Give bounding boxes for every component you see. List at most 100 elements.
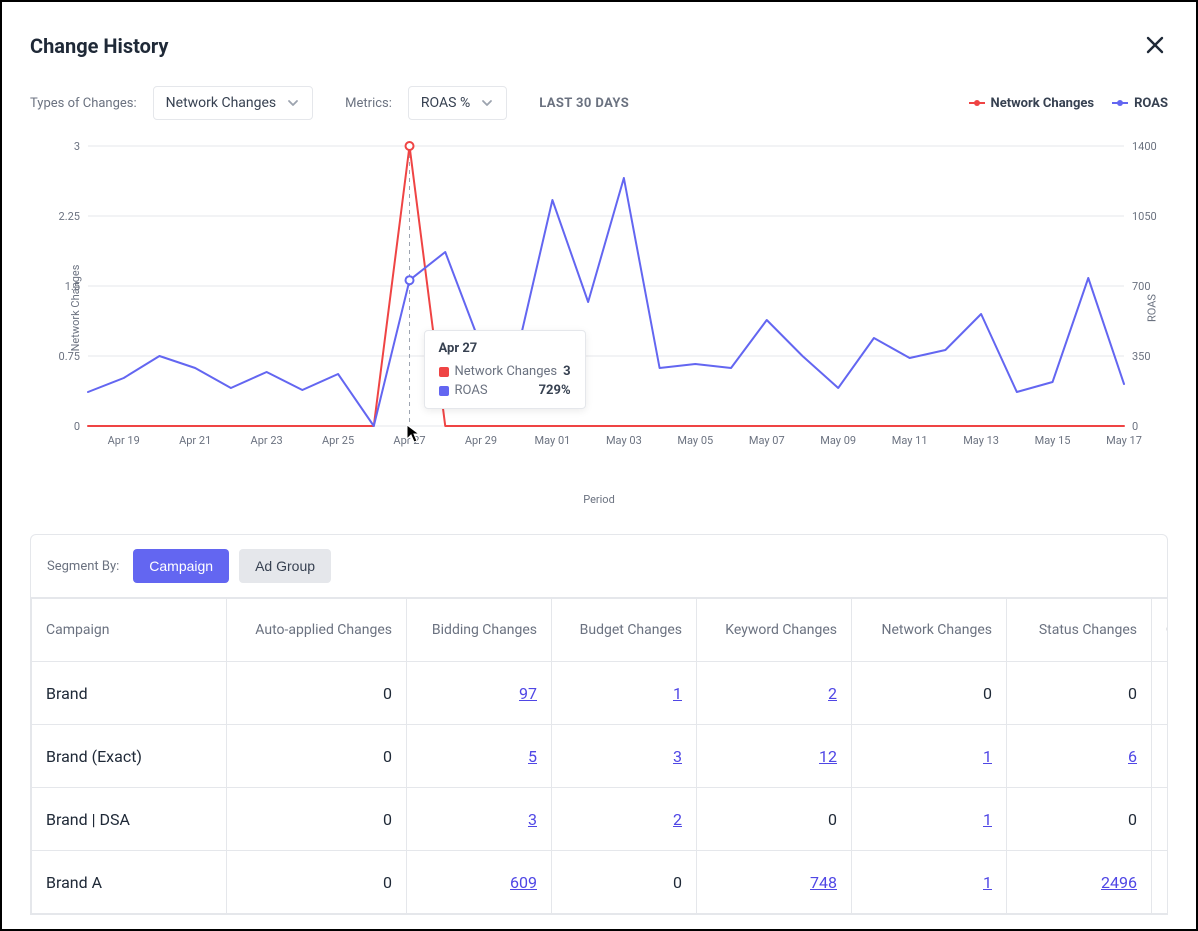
legend-item-network-changes: Network Changes	[969, 96, 1095, 111]
table-cell: 0	[227, 662, 407, 725]
column-header[interactable]: Status Changes	[1007, 599, 1152, 662]
campaign-name-cell: Brand A	[32, 851, 227, 914]
table-cell: 0	[697, 788, 852, 851]
column-header[interactable]: Bidding Changes	[407, 599, 552, 662]
table-cell[interactable]: 1	[852, 788, 1007, 851]
column-header[interactable]: Keyword Changes	[697, 599, 852, 662]
svg-text:3: 3	[74, 140, 80, 153]
table-cell[interactable]: 2	[697, 662, 852, 725]
table-cell[interactable]: 2	[552, 788, 697, 851]
cell-link[interactable]: 1	[673, 684, 682, 703]
campaign-name-cell: Brand (Exact)	[32, 725, 227, 788]
cell-link[interactable]: 2	[828, 684, 837, 703]
svg-text:0.75: 0.75	[59, 350, 80, 363]
table-cell[interactable]: 12	[697, 725, 852, 788]
segment-button-ad-group[interactable]: Ad Group	[239, 549, 331, 583]
cell-link[interactable]: 97	[519, 684, 537, 703]
chart-tooltip: Apr 27 Network Changes3 ROAS 729%	[424, 330, 586, 409]
legend-label: ROAS	[1134, 96, 1168, 111]
svg-text:2.25: 2.25	[59, 210, 80, 223]
campaign-name-cell: Brand | DSA	[32, 788, 227, 851]
svg-text:0: 0	[1132, 420, 1138, 433]
svg-text:Apr 29: Apr 29	[465, 434, 497, 447]
svg-text:May 07: May 07	[749, 434, 785, 447]
metrics-select[interactable]: ROAS %	[408, 86, 507, 120]
cell-link[interactable]: 5	[528, 747, 537, 766]
svg-text:May 01: May 01	[535, 434, 571, 447]
cell-link[interactable]: 12	[819, 747, 837, 766]
table-cell[interactable]: 1	[852, 851, 1007, 914]
tooltip-row: Network Changes3	[439, 364, 571, 379]
table-cell[interactable]: 3	[552, 725, 697, 788]
column-header[interactable]: Campaign	[32, 599, 227, 662]
cell-link[interactable]: 1	[983, 810, 992, 829]
chart-legend: Network Changes ROAS	[969, 96, 1168, 111]
chart-svg: 000.753501.57002.25105031400Apr 19Apr 21…	[30, 138, 1172, 458]
y-axis-right-label: ROAS	[1146, 294, 1159, 322]
change-history-chart[interactable]: Network Changes ROAS Period 000.753501.5…	[30, 138, 1168, 478]
segment-table-panel: Segment By: CampaignAd Group CampaignAut…	[30, 534, 1168, 915]
tooltip-date: Apr 27	[439, 341, 571, 356]
cell-link[interactable]: 6	[1128, 747, 1137, 766]
svg-text:May 09: May 09	[820, 434, 856, 447]
table-cell: 0	[852, 662, 1007, 725]
table-cell[interactable]: 3	[407, 788, 552, 851]
types-of-changes-select[interactable]: Network Changes	[153, 86, 314, 120]
table-cell[interactable]: 2496	[1007, 851, 1152, 914]
metrics-value: ROAS %	[421, 95, 470, 111]
column-header[interactable]: Oth	[1152, 599, 1169, 662]
types-of-changes-value: Network Changes	[166, 95, 277, 111]
table-cell[interactable]: 748	[697, 851, 852, 914]
tooltip-series-label: Network Changes	[455, 364, 558, 379]
table-cell[interactable]: 97	[407, 662, 552, 725]
svg-text:1050: 1050	[1132, 210, 1157, 223]
cell-link[interactable]: 3	[673, 747, 682, 766]
table-cell[interactable]: 1	[552, 662, 697, 725]
tooltip-series-label: ROAS	[455, 383, 488, 398]
cell-link[interactable]: 1	[983, 873, 992, 892]
table-cell	[1152, 851, 1169, 914]
svg-text:350: 350	[1132, 350, 1151, 363]
svg-text:May 11: May 11	[892, 434, 928, 447]
cell-link[interactable]: 2	[673, 810, 682, 829]
chevron-down-icon	[286, 96, 300, 110]
column-header[interactable]: Auto-applied Changes	[227, 599, 407, 662]
close-icon	[1146, 36, 1164, 54]
column-header[interactable]: Budget Changes	[552, 599, 697, 662]
svg-text:Apr 23: Apr 23	[251, 434, 283, 447]
changes-table: CampaignAuto-applied ChangesBidding Chan…	[31, 598, 1168, 914]
legend-label: Network Changes	[991, 96, 1095, 111]
cell-link[interactable]: 3	[528, 810, 537, 829]
table-cell[interactable]: 5	[407, 725, 552, 788]
tooltip-series-value: 729%	[539, 383, 571, 398]
svg-text:May 15: May 15	[1035, 434, 1071, 447]
types-of-changes-label: Types of Changes:	[30, 96, 137, 111]
table-cell[interactable]: 609	[407, 851, 552, 914]
svg-text:Apr 19: Apr 19	[108, 434, 140, 447]
close-button[interactable]	[1142, 30, 1168, 62]
page-title: Change History	[30, 34, 168, 58]
cell-link[interactable]: 1	[983, 747, 992, 766]
cell-link[interactable]: 748	[810, 873, 837, 892]
column-header[interactable]: Network Changes	[852, 599, 1007, 662]
tooltip-swatch	[439, 386, 449, 396]
campaign-name-cell: Brand	[32, 662, 227, 725]
segment-button-campaign[interactable]: Campaign	[133, 549, 229, 583]
segment-by-label: Segment By:	[47, 559, 119, 574]
tooltip-swatch	[439, 367, 449, 377]
table-row: Brand A0609074812496	[32, 851, 1169, 914]
svg-text:May 17: May 17	[1106, 434, 1142, 447]
table-cell[interactable]: 1	[852, 725, 1007, 788]
table-cell: 0	[1007, 662, 1152, 725]
table-cell: 0	[1007, 788, 1152, 851]
table-row: Brand | DSA032010	[32, 788, 1169, 851]
table-cell[interactable]: 6	[1007, 725, 1152, 788]
cell-link[interactable]: 2496	[1101, 873, 1137, 892]
y-axis-left-label: Network Changes	[69, 265, 82, 352]
table-cell	[1152, 788, 1169, 851]
table-row: Brand0971200	[32, 662, 1169, 725]
cell-link[interactable]: 609	[510, 873, 537, 892]
chevron-down-icon	[480, 96, 494, 110]
metrics-label: Metrics:	[345, 96, 392, 111]
table-cell: 0	[227, 851, 407, 914]
